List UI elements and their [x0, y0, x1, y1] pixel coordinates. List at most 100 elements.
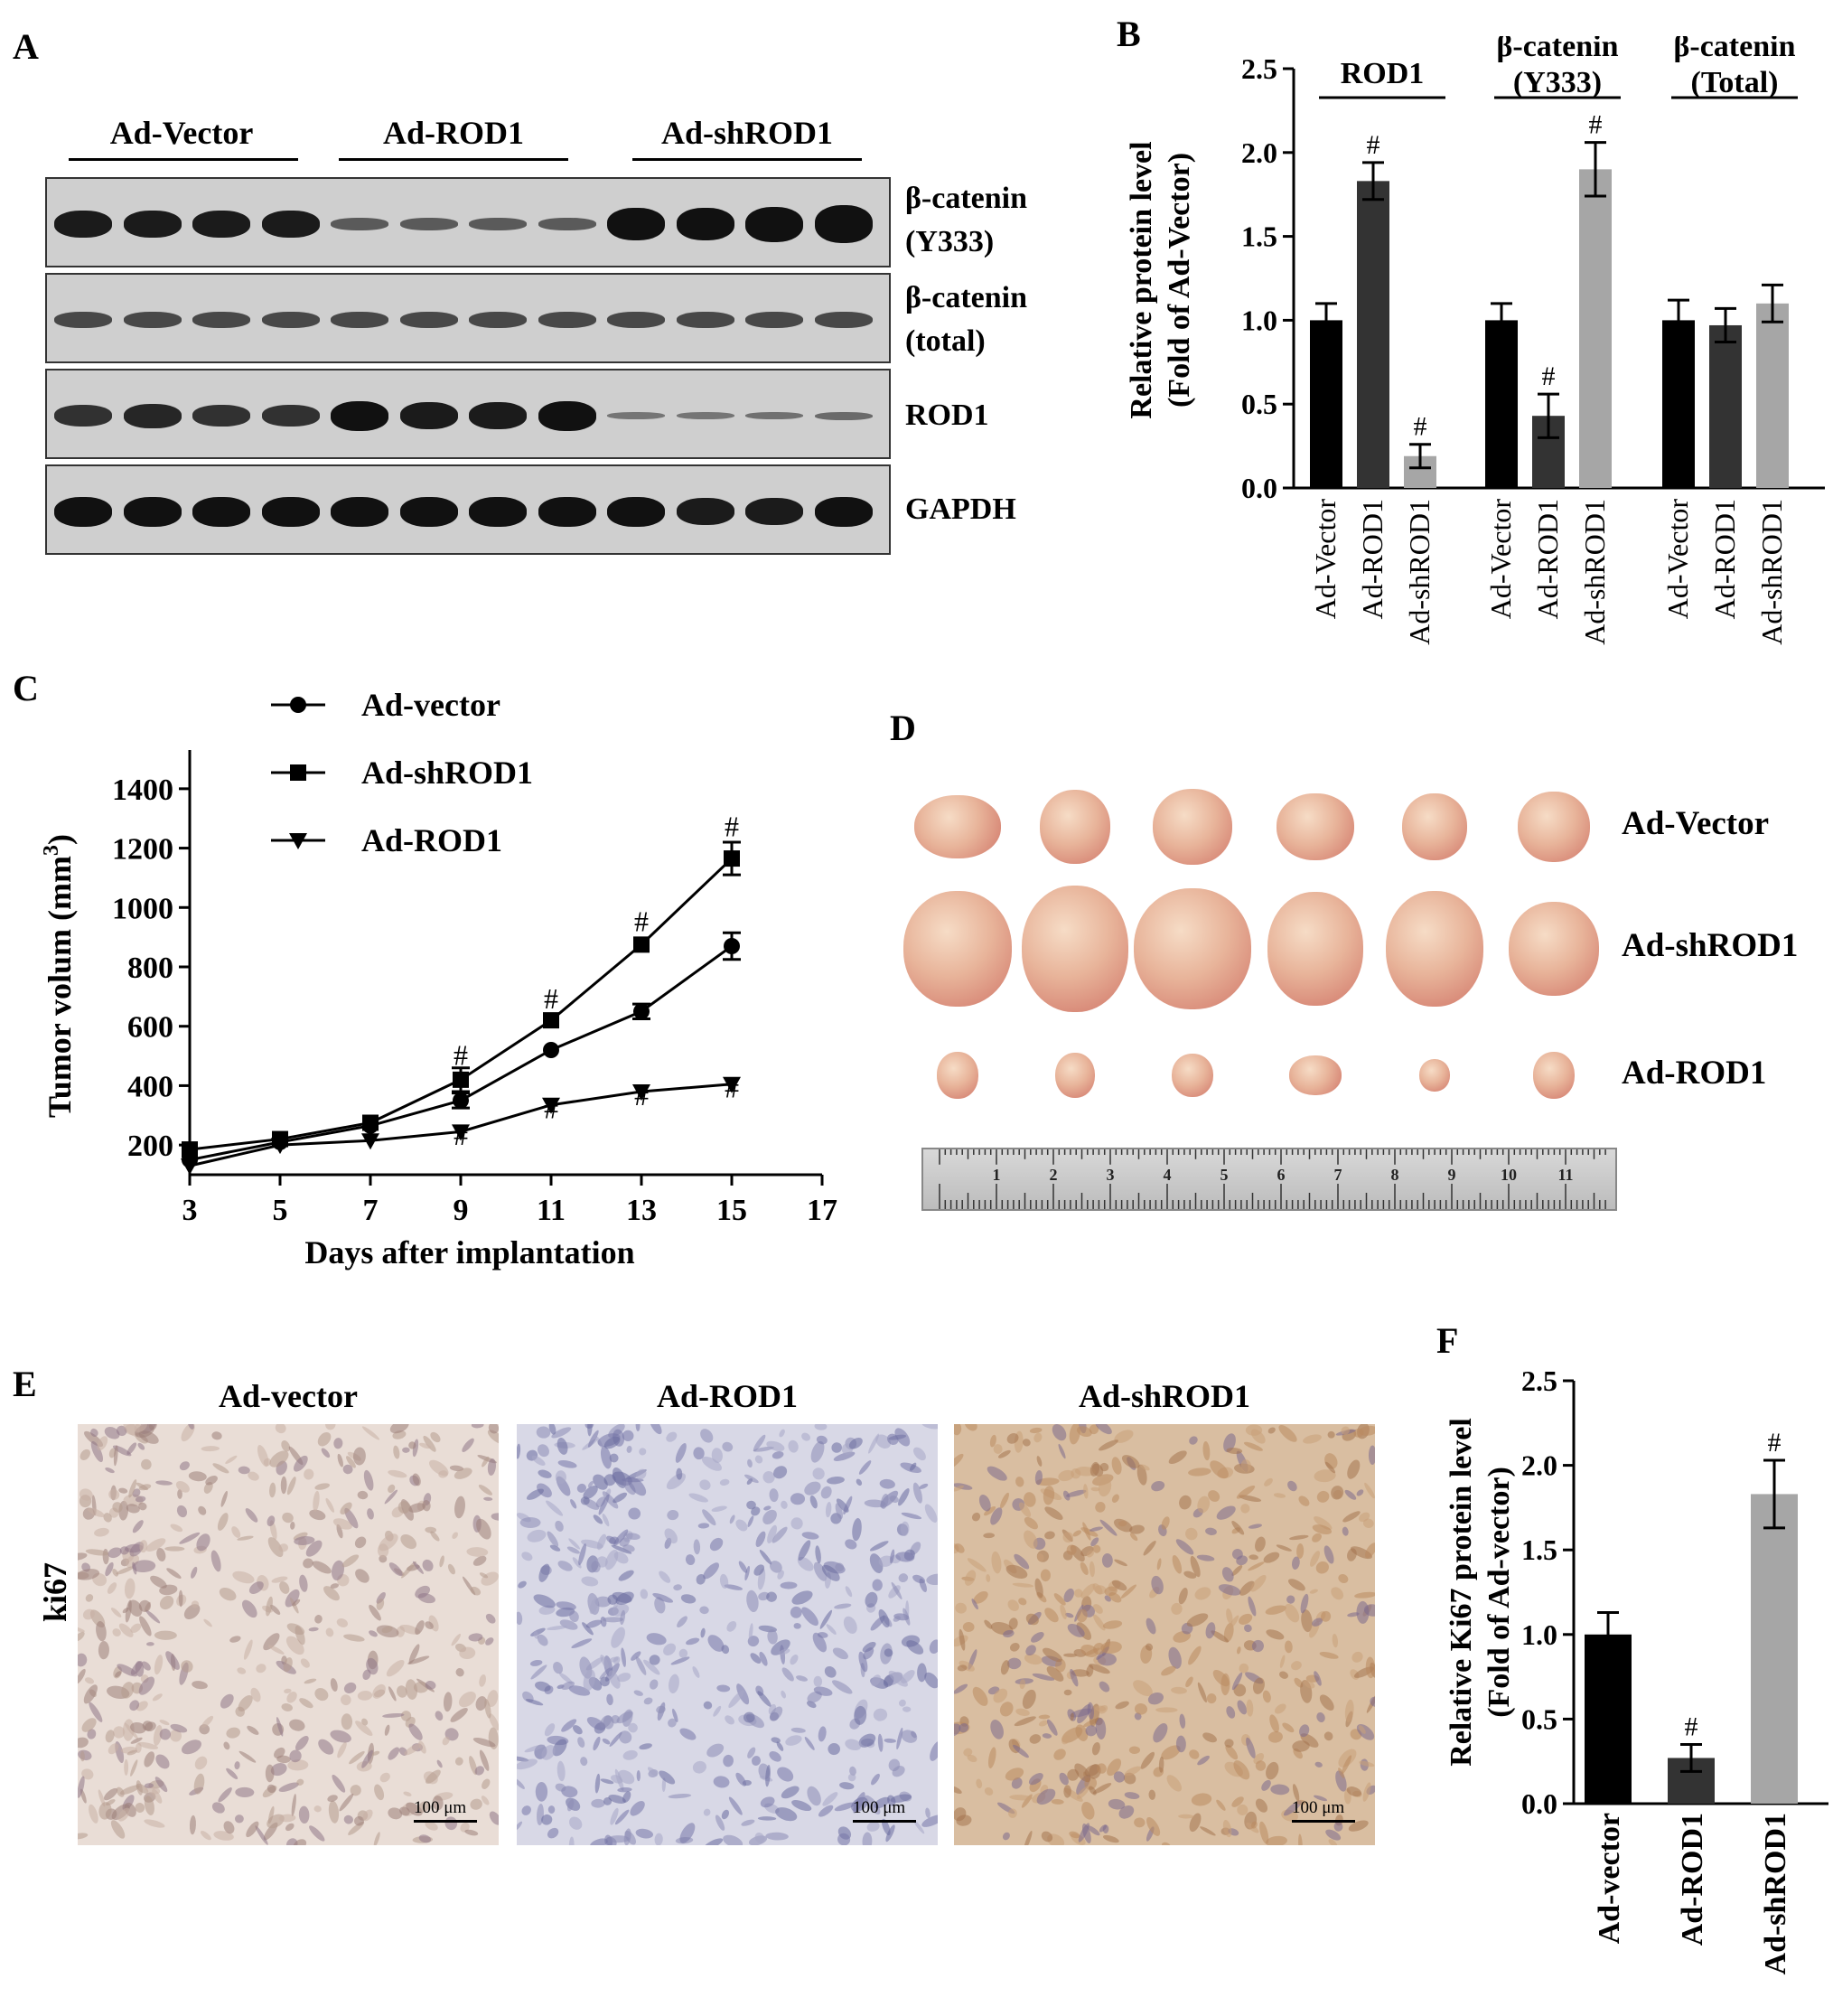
cell-texture — [1310, 1551, 1321, 1567]
cell-texture — [517, 1777, 525, 1789]
cell-texture — [1082, 1522, 1091, 1541]
cell-texture — [766, 1440, 785, 1451]
cell-texture — [1368, 1445, 1375, 1466]
cell-texture — [1255, 1536, 1266, 1552]
cell-texture — [1005, 1768, 1024, 1781]
cell-texture — [1321, 1610, 1332, 1622]
cell-texture — [1070, 1708, 1093, 1718]
cell-texture — [285, 1823, 295, 1832]
cell-texture — [484, 1699, 491, 1719]
cell-texture — [693, 1539, 701, 1555]
cell-texture — [561, 1681, 575, 1691]
cell-texture — [1347, 1459, 1361, 1479]
cell-texture — [577, 1737, 585, 1748]
cell-texture — [1295, 1799, 1306, 1805]
cell-texture — [321, 1448, 331, 1458]
cell-texture — [603, 1617, 624, 1623]
cell-texture — [1328, 1839, 1338, 1845]
cell-texture — [141, 1661, 151, 1671]
cell-texture — [1231, 1672, 1243, 1691]
tumor-specimen — [903, 891, 1012, 1007]
chart-f: 0.0 0.5 1.0 1.5 2.0 2.5 Ad-vector # Ad-ROD1 # Ad-s… — [1445, 1364, 1828, 1974]
cell-texture — [1338, 1573, 1349, 1584]
cell-texture — [1178, 1814, 1194, 1819]
blot-band — [607, 312, 665, 328]
cell-texture — [126, 1504, 140, 1514]
cell-texture — [217, 1513, 229, 1531]
cell-texture — [571, 1638, 593, 1648]
cell-texture — [633, 1690, 643, 1696]
cell-texture — [896, 1727, 903, 1750]
cell-texture — [226, 1768, 238, 1779]
cell-texture — [1314, 1671, 1322, 1686]
cell-texture — [639, 1743, 652, 1750]
y-axis-label: Tumor volum (mm3) — [40, 834, 78, 1118]
cell-texture — [129, 1700, 140, 1711]
significance-mark: # — [1542, 361, 1556, 391]
cell-texture — [1038, 1714, 1051, 1720]
cell-texture — [984, 1619, 993, 1629]
cell-texture — [1222, 1820, 1232, 1838]
tumor-specimen — [1040, 790, 1110, 864]
cell-texture — [116, 1566, 134, 1575]
cell-texture — [1237, 1646, 1241, 1655]
cell-texture — [178, 1589, 183, 1608]
cell-texture — [744, 1565, 750, 1581]
cell-texture — [613, 1492, 628, 1504]
cell-texture — [668, 1718, 677, 1728]
cell-texture — [1279, 1671, 1289, 1679]
cell-texture — [257, 1445, 269, 1467]
cell-texture — [189, 1814, 196, 1835]
cell-texture — [1344, 1699, 1354, 1722]
cell-texture — [336, 1617, 348, 1627]
cell-texture — [628, 1722, 638, 1733]
cell-texture — [220, 1490, 228, 1507]
cell-texture — [1288, 1579, 1305, 1591]
cell-texture — [103, 1787, 118, 1801]
cell-texture — [176, 1505, 188, 1518]
blot-band — [123, 312, 182, 328]
cell-texture — [643, 1697, 653, 1705]
bar — [1756, 303, 1789, 488]
cell-texture — [549, 1544, 561, 1552]
cell-texture — [743, 1711, 755, 1723]
cell-texture — [1175, 1539, 1194, 1555]
ruler-number: 8 — [1391, 1166, 1399, 1184]
blot-band — [54, 211, 112, 238]
cell-texture — [1092, 1583, 1103, 1595]
cell-texture — [248, 1471, 259, 1481]
cell-texture — [872, 1579, 883, 1591]
tumor-specimen — [1153, 789, 1232, 865]
cell-texture — [1156, 1558, 1162, 1571]
cell-texture — [220, 1693, 234, 1709]
cell-texture — [964, 1424, 977, 1431]
cell-texture — [1293, 1748, 1303, 1759]
cell-texture — [1197, 1496, 1211, 1514]
cell-texture — [110, 1820, 126, 1839]
cell-texture — [276, 1717, 284, 1737]
cell-texture — [408, 1723, 423, 1740]
cell-texture — [312, 1561, 332, 1574]
cell-texture — [138, 1599, 151, 1612]
ihc-title: Ad-shROD1 — [1078, 1378, 1251, 1414]
x-tick-label: 9 — [454, 1194, 469, 1227]
cell-texture — [929, 1639, 938, 1654]
blot-group-line — [69, 158, 298, 161]
cell-texture — [912, 1482, 922, 1504]
cell-texture — [894, 1428, 911, 1447]
cell-texture — [422, 1559, 434, 1571]
cell-texture — [237, 1535, 254, 1541]
cell-texture — [1012, 1582, 1034, 1588]
cell-texture — [954, 1723, 961, 1737]
cell-texture — [921, 1814, 938, 1827]
cell-texture — [781, 1667, 794, 1682]
x-tick-label: Ad-Vector — [1661, 499, 1694, 620]
cell-texture — [78, 1552, 88, 1561]
panel-letter-b: B — [1117, 14, 1141, 54]
ruler-number: 3 — [1107, 1166, 1115, 1184]
x-tick-label: 7 — [363, 1194, 379, 1227]
blot-band — [469, 402, 527, 429]
cell-texture — [462, 1438, 474, 1452]
cell-texture — [81, 1718, 97, 1732]
cell-texture — [454, 1467, 472, 1479]
